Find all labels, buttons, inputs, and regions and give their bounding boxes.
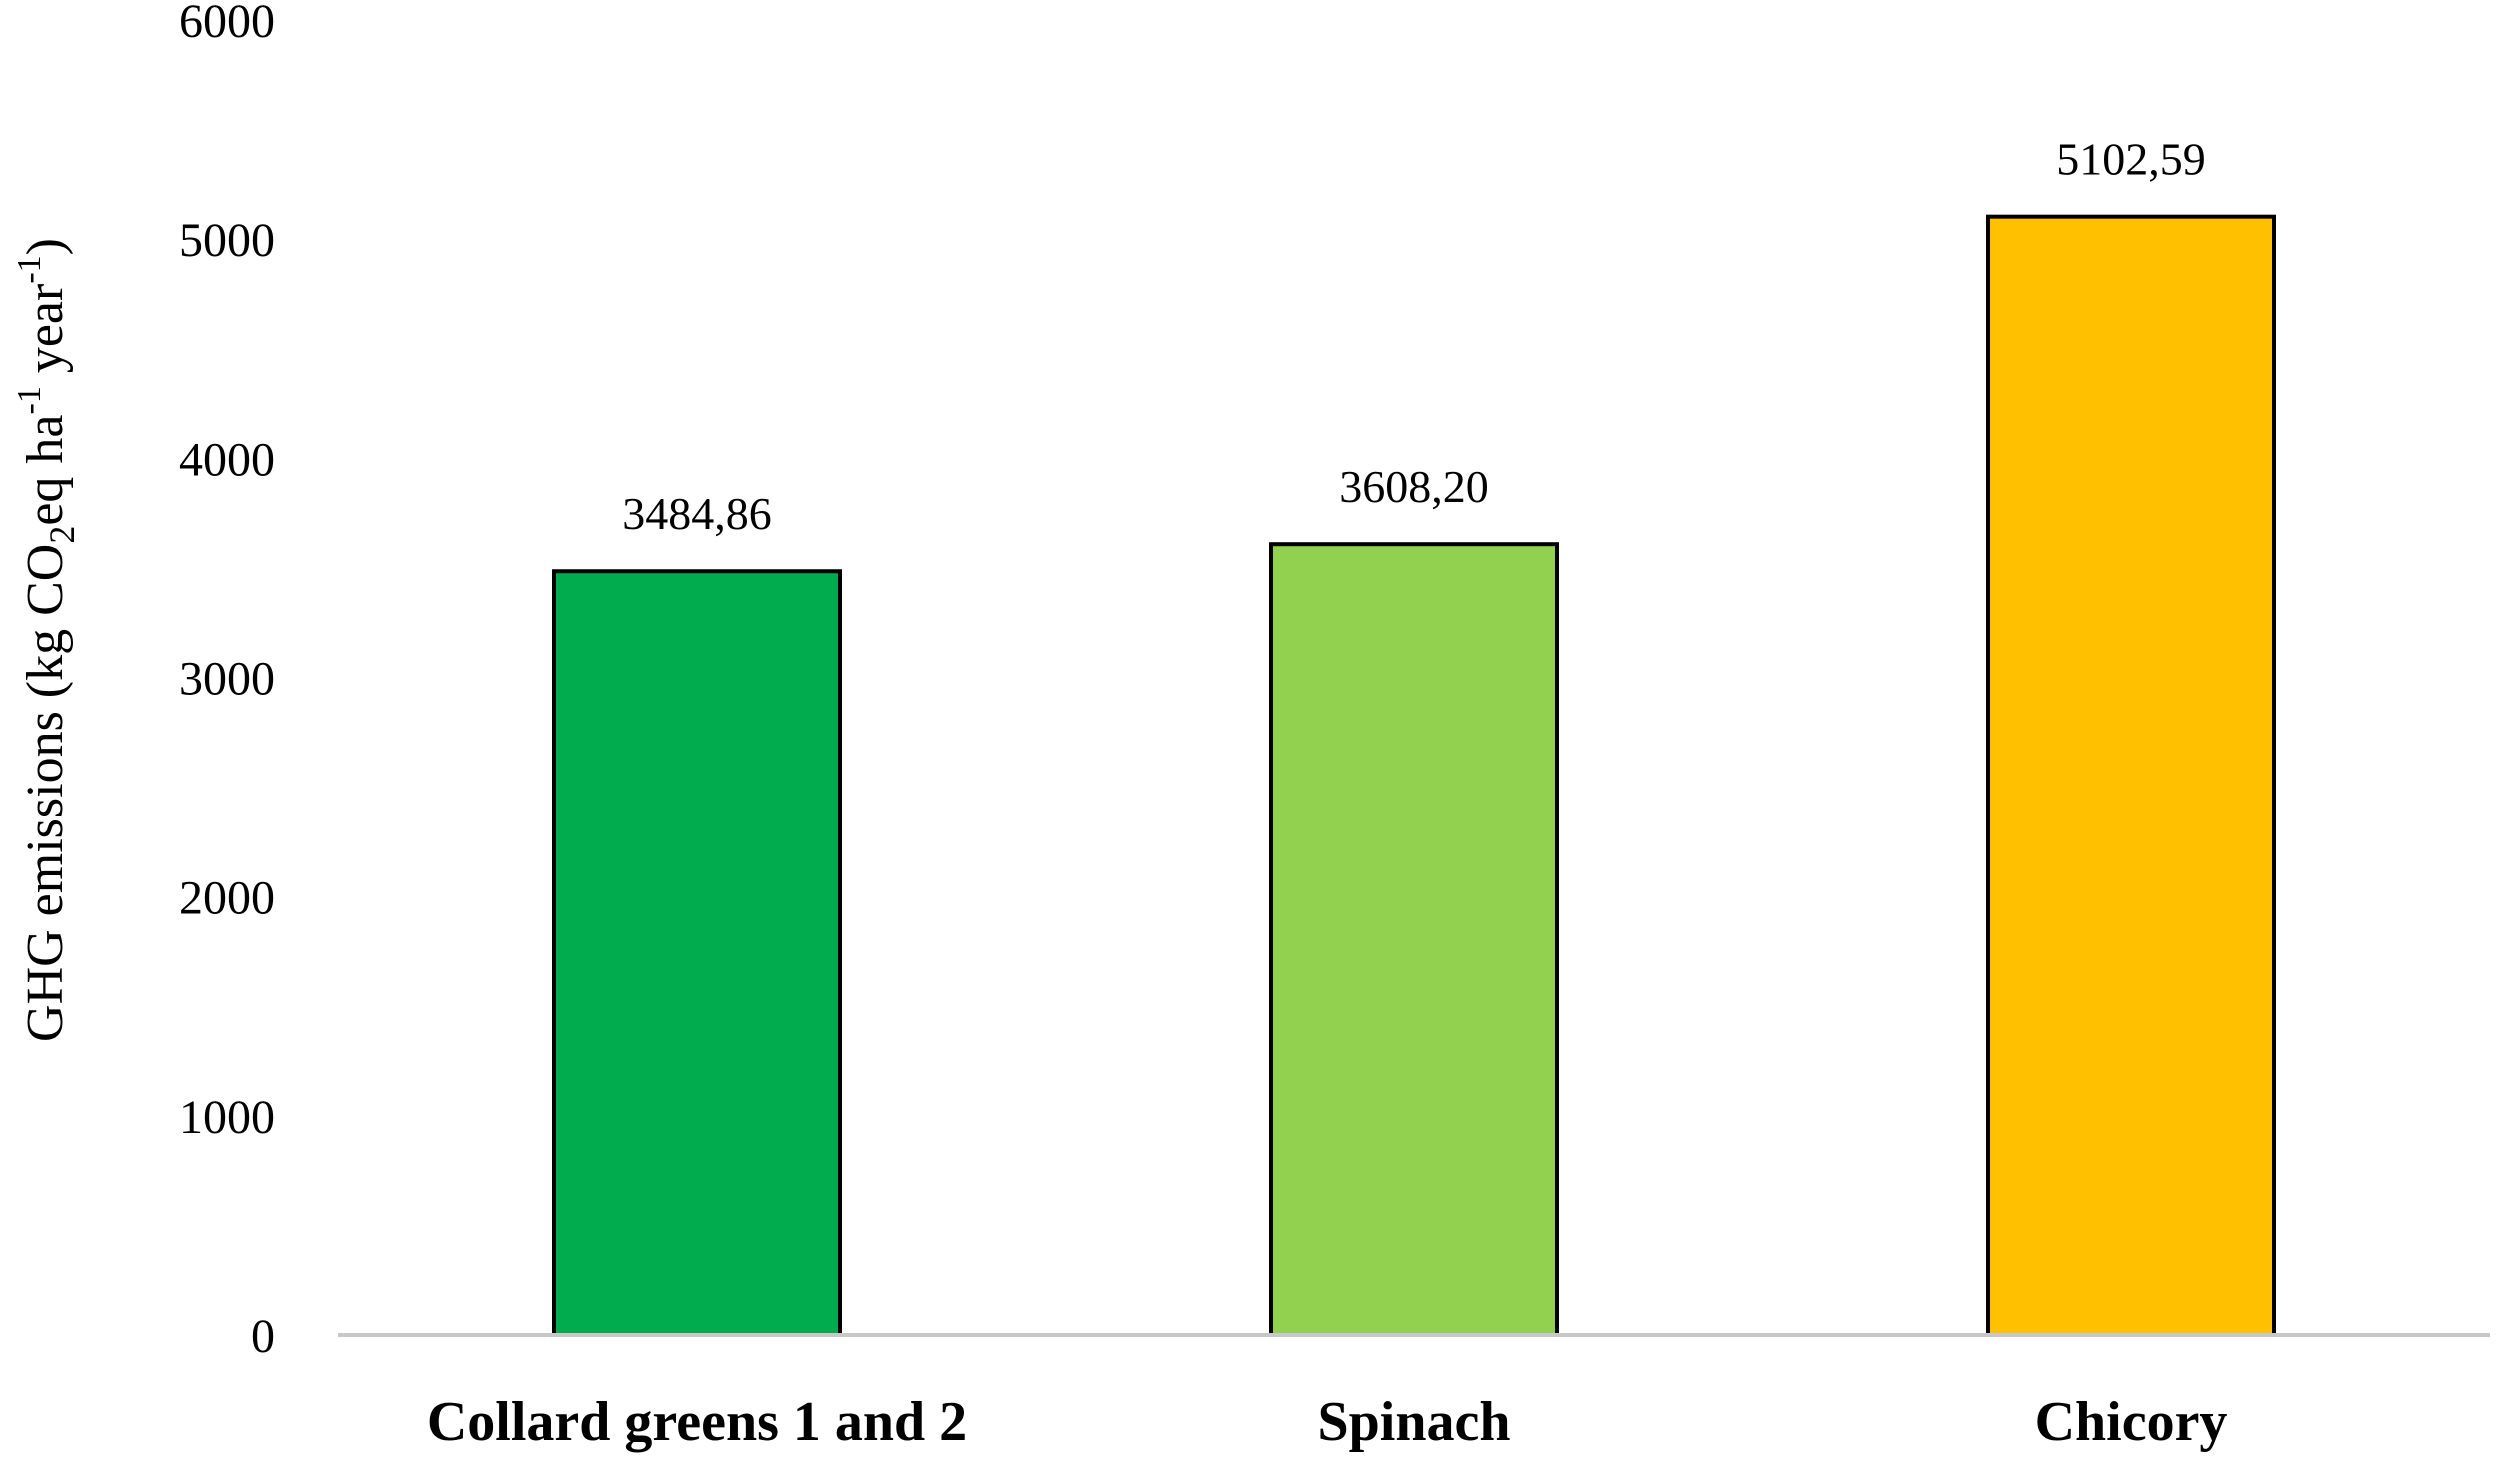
bar	[552, 569, 842, 1337]
x-axis-category-labels: Collard greens 1 and 2 Spinach Chicory	[427, 1391, 2228, 1453]
y-tick-label: 3000	[179, 653, 275, 706]
x-category-label: Collard greens 1 and 2	[427, 1391, 967, 1453]
x-category-label: Chicory	[2035, 1391, 2228, 1453]
bar	[1986, 214, 2276, 1337]
bar-value-label: 3608,20	[1339, 461, 1489, 512]
y-tick-label: 5000	[179, 214, 275, 267]
bars	[552, 214, 2276, 1337]
x-category-label: Spinach	[1318, 1391, 1511, 1453]
data-labels: 3484,86 3608,20 5102,59	[622, 134, 2206, 540]
y-tick-label: 2000	[179, 872, 275, 925]
y-tick-label: 6000	[179, 0, 275, 48]
y-axis-ticks: 0 1000 2000 3000 4000 5000 6000	[179, 0, 275, 1363]
bar-value-label: 5102,59	[2056, 134, 2206, 185]
y-tick-label: 0	[251, 1310, 275, 1363]
bar-value-label: 3484,86	[622, 488, 772, 539]
y-tick-label: 4000	[179, 433, 275, 486]
y-axis-title: GHG emissions (kg CO2eq ha-1 year-1)	[11, 238, 82, 1042]
bar	[1269, 542, 1559, 1337]
y-tick-label: 1000	[179, 1091, 275, 1144]
